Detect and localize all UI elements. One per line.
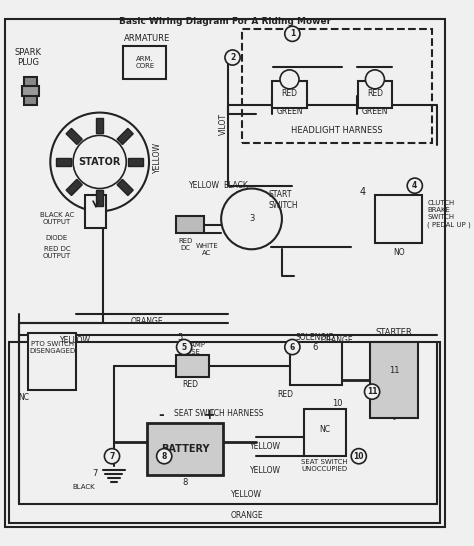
Circle shape bbox=[285, 340, 300, 355]
Text: START
SWITCH: START SWITCH bbox=[269, 190, 298, 210]
Text: GREEN: GREEN bbox=[362, 107, 388, 116]
Text: CLUTCH
BRAKE
SWITCH
( PEDAL UP ): CLUTCH BRAKE SWITCH ( PEDAL UP ) bbox=[427, 200, 471, 228]
Bar bbox=[147, 423, 223, 475]
FancyBboxPatch shape bbox=[128, 158, 143, 166]
Text: HEADLIGHT HARNESS: HEADLIGHT HARNESS bbox=[291, 126, 383, 135]
Text: Basic Wiring Diagram For A Riding Mower: Basic Wiring Diagram For A Riding Mower bbox=[119, 17, 331, 26]
Text: BATTERY: BATTERY bbox=[161, 444, 210, 454]
Bar bbox=[85, 195, 106, 228]
Bar bbox=[22, 86, 39, 96]
Text: 11: 11 bbox=[389, 366, 399, 375]
Text: ORANGE: ORANGE bbox=[320, 336, 353, 345]
Circle shape bbox=[156, 449, 172, 464]
Text: SEAT SWITCH
UNOCCUPIED: SEAT SWITCH UNOCCUPIED bbox=[301, 459, 348, 472]
Circle shape bbox=[351, 449, 366, 464]
Circle shape bbox=[285, 26, 300, 41]
Text: RED: RED bbox=[367, 89, 383, 98]
Text: VILOT: VILOT bbox=[219, 113, 228, 135]
Text: 6: 6 bbox=[290, 342, 295, 352]
Text: BLACK: BLACK bbox=[223, 181, 248, 190]
Text: SEAT SWITCH HARNESS: SEAT SWITCH HARNESS bbox=[173, 409, 263, 418]
Circle shape bbox=[73, 135, 126, 188]
Bar bbox=[242, 29, 432, 143]
Text: 8: 8 bbox=[162, 452, 167, 461]
Circle shape bbox=[407, 178, 422, 193]
FancyBboxPatch shape bbox=[66, 128, 82, 145]
Text: YELLOW: YELLOW bbox=[250, 466, 281, 475]
Text: ARMATURE: ARMATURE bbox=[124, 34, 170, 43]
Text: 7: 7 bbox=[92, 469, 98, 478]
Text: YELLOW: YELLOW bbox=[250, 442, 281, 451]
Circle shape bbox=[104, 449, 119, 464]
Text: 11: 11 bbox=[367, 387, 377, 396]
Text: 15 AMP
FUSE: 15 AMP FUSE bbox=[179, 342, 205, 355]
Text: 2: 2 bbox=[230, 53, 235, 62]
Text: STARTER: STARTER bbox=[375, 328, 412, 337]
Bar bbox=[375, 195, 422, 242]
FancyBboxPatch shape bbox=[96, 191, 103, 206]
Text: 4: 4 bbox=[359, 187, 365, 197]
Bar bbox=[290, 342, 342, 385]
FancyBboxPatch shape bbox=[96, 118, 103, 133]
Text: ORANGE: ORANGE bbox=[230, 511, 263, 520]
Text: RED: RED bbox=[282, 89, 298, 98]
Text: -: - bbox=[158, 408, 164, 423]
Text: NC: NC bbox=[18, 393, 29, 402]
Circle shape bbox=[50, 112, 149, 211]
Bar bbox=[175, 355, 209, 377]
Bar bbox=[175, 216, 204, 233]
Text: 1: 1 bbox=[290, 29, 295, 38]
Text: SPARK
PLUG: SPARK PLUG bbox=[15, 48, 42, 67]
Text: YELLOW: YELLOW bbox=[189, 181, 219, 190]
Text: SOLENOID: SOLENOID bbox=[295, 333, 335, 342]
Text: ARM.
CORE: ARM. CORE bbox=[135, 56, 155, 69]
Circle shape bbox=[365, 70, 384, 89]
Text: ORANGE: ORANGE bbox=[131, 317, 164, 326]
Text: +: + bbox=[203, 408, 215, 423]
Bar bbox=[358, 81, 392, 108]
Text: 10: 10 bbox=[354, 452, 364, 461]
Bar bbox=[370, 342, 418, 418]
Text: 8: 8 bbox=[182, 478, 188, 487]
Text: NC: NC bbox=[319, 425, 330, 434]
Text: DIODE: DIODE bbox=[46, 235, 68, 241]
Bar bbox=[304, 409, 346, 456]
Text: NO: NO bbox=[393, 248, 404, 257]
Text: YELLOW: YELLOW bbox=[231, 490, 262, 498]
Text: 4: 4 bbox=[412, 181, 418, 190]
Text: PTO SWITCH
DISENGAGED: PTO SWITCH DISENGAGED bbox=[29, 341, 75, 354]
Bar bbox=[123, 46, 166, 79]
FancyBboxPatch shape bbox=[117, 180, 133, 195]
Text: WHITE
AC: WHITE AC bbox=[196, 243, 219, 256]
Text: 5: 5 bbox=[178, 333, 183, 342]
Circle shape bbox=[280, 70, 299, 89]
Text: GREEN: GREEN bbox=[276, 107, 303, 116]
Text: RED: RED bbox=[182, 379, 198, 389]
FancyBboxPatch shape bbox=[66, 180, 82, 195]
Text: YELLOW: YELLOW bbox=[61, 336, 91, 345]
Text: RED: RED bbox=[277, 390, 293, 399]
Circle shape bbox=[225, 50, 240, 65]
Text: 5: 5 bbox=[182, 342, 187, 352]
FancyBboxPatch shape bbox=[117, 128, 133, 145]
Bar bbox=[273, 81, 307, 108]
Circle shape bbox=[221, 188, 282, 250]
Bar bbox=[28, 333, 76, 390]
Circle shape bbox=[365, 384, 380, 399]
Circle shape bbox=[176, 340, 192, 355]
Text: RED DC
OUTPUT: RED DC OUTPUT bbox=[43, 246, 71, 259]
Bar bbox=[24, 76, 37, 105]
Text: RED
DC: RED DC bbox=[178, 238, 192, 251]
FancyBboxPatch shape bbox=[56, 158, 71, 166]
Text: BLACK: BLACK bbox=[72, 484, 95, 490]
Text: STATOR: STATOR bbox=[79, 157, 121, 167]
Text: 3: 3 bbox=[249, 215, 254, 223]
Text: 7: 7 bbox=[109, 452, 115, 461]
Bar bbox=[9, 342, 440, 523]
Text: 10: 10 bbox=[332, 400, 342, 408]
Text: 6: 6 bbox=[312, 342, 318, 352]
Text: BLACK AC
OUTPUT: BLACK AC OUTPUT bbox=[40, 212, 74, 225]
Text: YELLOW: YELLOW bbox=[153, 142, 162, 173]
